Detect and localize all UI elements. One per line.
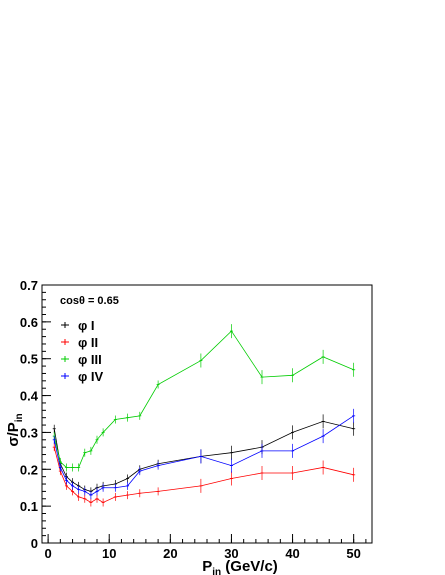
series-4	[52, 408, 356, 500]
x-tick-label: 0	[44, 546, 51, 561]
cos-theta-annotation: cosθ = 0.65	[60, 295, 119, 307]
y-axis-label: σ/Pin	[5, 413, 25, 446]
x-tick-label: 50	[346, 546, 360, 561]
legend-label: φ II	[78, 335, 98, 350]
x-tick-label: 30	[224, 546, 238, 561]
axes: 0 0.1 0.2 0.3 0.4 0.5 0.6 0.7 0 10 20 30 40 50	[20, 278, 373, 561]
x-axis-label: Pin (GeV/c)	[202, 558, 278, 575]
y-tick-label: 0.5	[20, 352, 38, 367]
x-axis-label-unit: (GeV/c)	[221, 558, 278, 575]
y-axis-label-sub: in	[14, 413, 25, 422]
legend: φ I φ II φ III φ IV	[61, 318, 104, 384]
series-layer	[52, 324, 356, 507]
x-axis-label-main: P	[202, 558, 212, 575]
x-tick-label: 20	[163, 546, 177, 561]
y-tick-label: 0.7	[20, 278, 38, 293]
series-line	[53, 420, 354, 492]
legend-item: φ III	[61, 352, 102, 367]
y-tick-label: 0.4	[20, 389, 39, 404]
legend-label: φ III	[78, 352, 102, 367]
series-line	[53, 415, 354, 496]
y-axis-label-main: σ/P	[5, 422, 22, 446]
y-tick-label: 0.3	[20, 425, 38, 440]
legend-label: φ IV	[78, 369, 104, 384]
x-tick-label: 10	[102, 546, 116, 561]
y-tick-label: 0	[31, 536, 38, 551]
y-tick-label: 0.1	[20, 499, 38, 514]
series-1	[52, 414, 356, 496]
series-line	[53, 447, 354, 503]
y-tick-label: 0.6	[20, 315, 38, 330]
series-3	[52, 324, 356, 472]
x-axis-label-sub: in	[212, 567, 221, 575]
legend-label: φ I	[78, 318, 95, 333]
legend-item: φ II	[61, 335, 98, 350]
y-tick-label: 0.2	[20, 462, 38, 477]
x-tick-label: 40	[285, 546, 299, 561]
legend-item: φ IV	[61, 369, 104, 384]
legend-item: φ I	[61, 318, 95, 333]
series-2	[52, 443, 356, 507]
